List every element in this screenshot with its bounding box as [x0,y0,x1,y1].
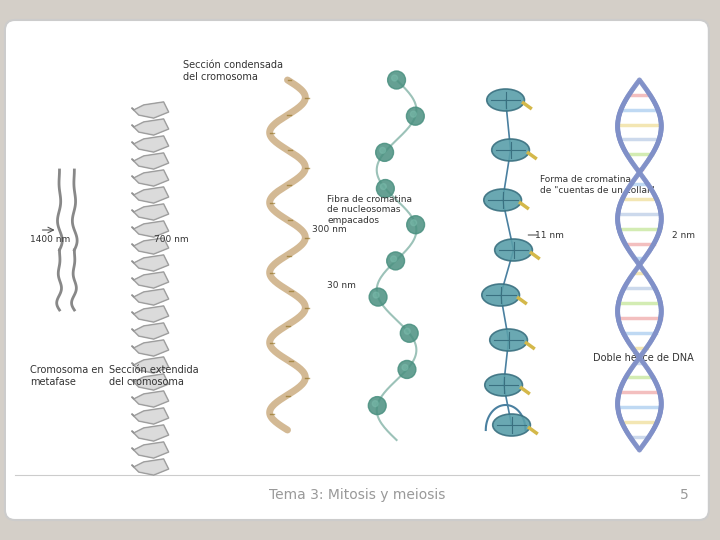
Polygon shape [132,391,168,407]
Ellipse shape [490,329,528,351]
Circle shape [377,179,395,198]
Text: Tema 3: Mitosis y meiosis: Tema 3: Mitosis y meiosis [269,488,445,502]
Text: Sección condensada
del cromosoma: Sección condensada del cromosoma [184,60,284,82]
Polygon shape [132,187,168,203]
Polygon shape [132,102,168,118]
Circle shape [380,184,387,190]
Text: 30 nm: 30 nm [327,280,356,289]
Polygon shape [132,119,168,135]
Polygon shape [132,408,168,424]
Polygon shape [132,221,168,237]
Circle shape [392,75,397,81]
Text: Doble hélice de DNA: Doble hélice de DNA [593,353,693,363]
Ellipse shape [487,89,524,111]
Polygon shape [132,306,168,322]
Text: Cromosoma en
metafase: Cromosoma en metafase [30,365,104,387]
Polygon shape [132,323,168,339]
Polygon shape [132,136,168,152]
Polygon shape [132,425,168,441]
Circle shape [391,256,397,262]
Ellipse shape [484,189,521,211]
Polygon shape [132,340,168,356]
Text: 2 nm: 2 nm [672,231,696,240]
Circle shape [372,401,378,407]
Text: Sección extendida
del cromosoma: Sección extendida del cromosoma [109,365,199,387]
Circle shape [369,288,387,306]
Ellipse shape [492,139,529,161]
Circle shape [369,396,386,415]
Circle shape [400,324,418,342]
FancyBboxPatch shape [5,20,709,520]
Text: 700 nm: 700 nm [153,235,189,245]
Circle shape [398,360,416,379]
Circle shape [405,328,410,334]
Text: Fibra de cromatina
de nucleosomas
empacados: Fibra de cromatina de nucleosomas empaca… [327,195,412,225]
Polygon shape [132,374,168,390]
Polygon shape [132,289,168,305]
Polygon shape [132,153,168,169]
Circle shape [402,364,408,370]
Text: 11 nm: 11 nm [536,231,564,240]
Ellipse shape [485,374,523,396]
Circle shape [373,292,379,298]
Polygon shape [132,255,168,271]
Polygon shape [132,272,168,288]
Polygon shape [132,204,168,220]
Circle shape [376,143,394,161]
Text: 1400 nm: 1400 nm [30,235,70,245]
Circle shape [387,71,405,89]
Circle shape [379,147,386,153]
Text: 300 nm: 300 nm [312,226,347,234]
Polygon shape [132,459,168,475]
Circle shape [410,220,417,226]
Polygon shape [132,357,168,373]
Ellipse shape [482,284,520,306]
Circle shape [387,252,405,270]
Polygon shape [132,238,168,254]
Ellipse shape [495,239,532,261]
Circle shape [410,111,416,117]
Polygon shape [132,170,168,186]
Text: Forma de cromatina
de "cuentas de un collar": Forma de cromatina de "cuentas de un col… [540,176,655,195]
Circle shape [407,215,425,234]
Circle shape [406,107,424,125]
Polygon shape [132,442,168,458]
Ellipse shape [492,414,531,436]
Text: 5: 5 [680,488,689,502]
